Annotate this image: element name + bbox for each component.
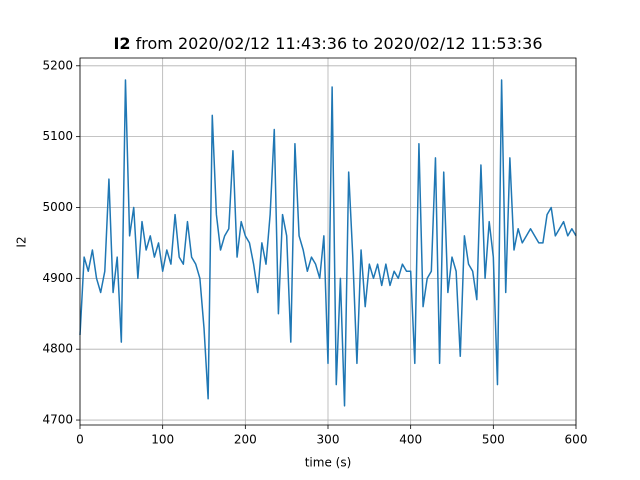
data-line (79, 79, 577, 407)
title-rest: from 2020/02/12 11:43:36 to 2020/02/12 1… (131, 34, 543, 53)
x-tick-label: 500 (482, 433, 505, 447)
x-tick-label: 600 (565, 433, 588, 447)
y-tick-label: 5200 (42, 58, 73, 72)
x-tick-label: 300 (317, 433, 340, 447)
x-tick-label: 200 (234, 433, 257, 447)
y-tick-label: 4900 (42, 271, 73, 285)
title-bold: I2 (113, 34, 130, 53)
x-tick-label: 400 (399, 433, 422, 447)
y-tick-label: 4800 (42, 342, 73, 356)
chart-title: I2 from 2020/02/12 11:43:36 to 2020/02/1… (113, 34, 542, 53)
x-tick-label: 0 (76, 433, 84, 447)
y-tick-label: 5100 (42, 129, 73, 143)
y-axis-label: I2 (15, 236, 29, 247)
y-tick-label: 5000 (42, 200, 73, 214)
x-axis-label: time (s) (305, 456, 352, 470)
x-tick-label: 100 (151, 433, 174, 447)
y-tick-label: 4700 (42, 413, 73, 427)
plot-frame (79, 57, 577, 426)
